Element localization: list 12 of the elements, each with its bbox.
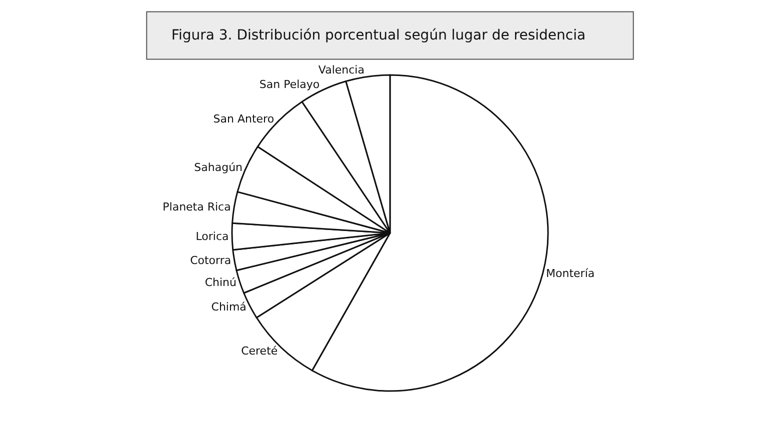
slice-label: Chimá bbox=[211, 300, 246, 314]
slice-label: Cotorra bbox=[190, 254, 232, 267]
slice-label: San Pelayo bbox=[259, 78, 320, 91]
slice-label: Planeta Rica bbox=[162, 200, 231, 214]
slice-label: Sahagún bbox=[194, 160, 243, 174]
slice-label: San Antero bbox=[213, 112, 274, 126]
slice-label: Cereté bbox=[241, 344, 278, 358]
slice-label: Chinú bbox=[204, 276, 236, 289]
slice-label: Lorica bbox=[196, 230, 229, 243]
slice-label: Montería bbox=[546, 267, 595, 280]
slice-label: Valencia bbox=[318, 64, 364, 77]
chart-title: Figura 3. Distribución porcentual según lugar de residencia bbox=[171, 27, 586, 44]
